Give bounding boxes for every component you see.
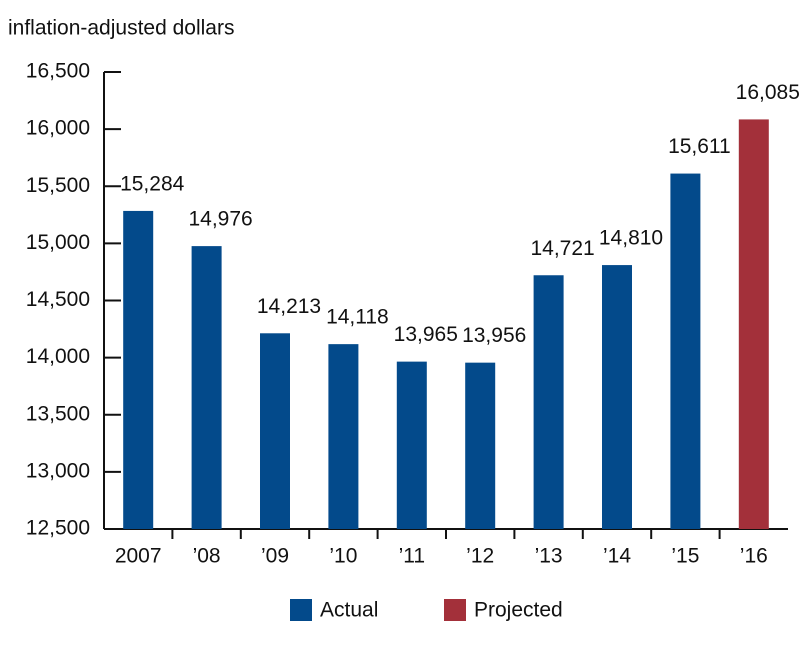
x-tick-label: ’14 [603,545,631,568]
value-label: 13,956 [462,324,526,347]
y-tick-label: 15,500 [26,174,90,197]
legend-swatch [290,599,312,621]
y-tick-label: 14,000 [26,345,90,368]
legend-label: Actual [320,599,378,622]
value-label: 16,085 [736,81,800,104]
y-tick-label: 16,000 [26,117,90,140]
value-label: 14,810 [599,227,663,250]
x-tick-label: ’12 [466,545,494,568]
y-tick-label: 16,500 [26,60,90,83]
value-label: 14,976 [188,208,252,231]
legend-label: Projected [474,599,563,622]
x-tick-label: ’09 [261,545,289,568]
x-tick-label: ’11 [399,545,425,568]
bar [738,119,769,529]
value-label: 14,721 [530,237,594,260]
legend-swatch [444,599,466,621]
value-label: 13,965 [394,323,458,346]
y-tick-label: 13,500 [26,402,90,425]
x-tick-label: ’08 [193,545,221,568]
y-axis-label: inflation-adjusted dollars [8,17,234,40]
bar [123,210,154,530]
bar [396,361,427,529]
bar [602,265,632,529]
y-tick-label: 13,000 [26,459,90,482]
bar [191,246,222,529]
bar [260,333,290,529]
y-tick-label: 15,000 [26,231,90,254]
bar [533,275,564,529]
x-tick-label: ’10 [329,545,357,568]
x-tick-label: ’15 [671,545,699,568]
x-tick-label: 2007 [115,545,162,568]
value-label: 15,284 [120,172,185,195]
y-tick-label: 12,500 [26,517,90,540]
bar [670,173,701,530]
x-tick-label: ’16 [740,545,768,568]
bar [328,344,359,529]
x-tick-label: ’13 [535,545,563,568]
value-label: 15,611 [668,135,731,158]
y-tick-label: 14,500 [26,288,90,311]
bar [465,362,496,529]
value-label: 14,118 [326,306,389,329]
value-label: 14,213 [257,295,321,318]
